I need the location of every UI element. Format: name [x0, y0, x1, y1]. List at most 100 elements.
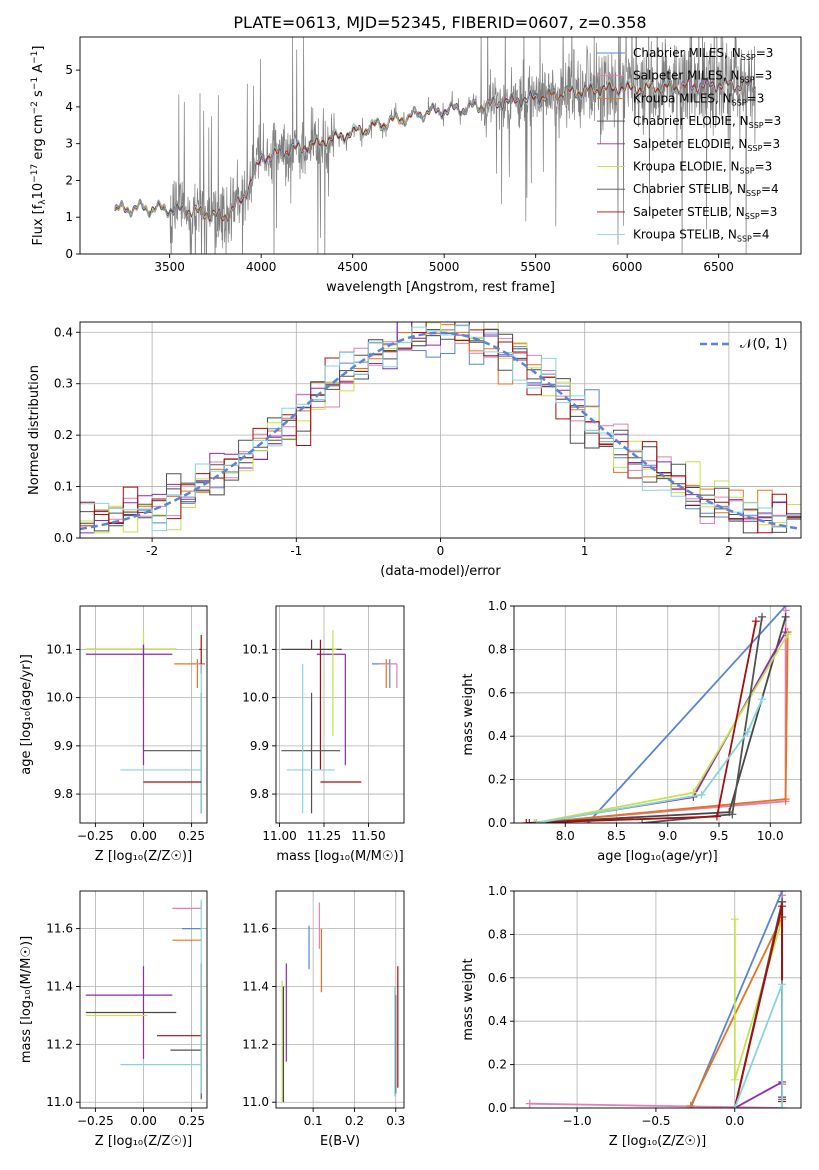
plot-area	[281, 902, 399, 1103]
legend-entry: Chabrier ELODIE, NSSP=3	[633, 114, 781, 130]
normal-reference-curve	[80, 331, 799, 531]
x-tick-label: 3500	[154, 260, 185, 274]
x-tick-label: 0.3	[386, 1114, 405, 1128]
legend-entry: Kroupa STELIB, NSSP=4	[633, 228, 770, 244]
y-axis-label: mass [log₁₀(M/M☉)]	[19, 936, 34, 1063]
y-tick-label: 0.4	[488, 1014, 507, 1028]
histogram-salpeter-stelib	[80, 322, 801, 534]
plot-area	[525, 891, 787, 1108]
x-tick-label: 5000	[429, 260, 460, 274]
series-marker	[778, 902, 787, 911]
spectrum-legend: Chabrier MILES, NSSP=3 Salpeter MILES, NS…	[597, 46, 781, 244]
x-tick-label: 11.50	[351, 829, 385, 843]
series-marker	[525, 1099, 534, 1108]
x-axis-label: (data-model)/error	[380, 564, 501, 579]
plot-area	[522, 606, 792, 823]
y-axis-label: mass weight	[461, 673, 476, 755]
y-tick-label: 11.4	[46, 979, 73, 993]
figure-title: PLATE=0613, MJD=52345, FIBERID=0607, z=0…	[233, 13, 646, 32]
series-line-chabrier-miles	[689, 891, 783, 1108]
x-tick-label: 9.0	[658, 829, 677, 843]
series-marker	[522, 819, 531, 823]
x-tick-label: 0.1	[304, 1114, 323, 1128]
y-tick-label: 10.0	[46, 691, 73, 705]
series-marker	[525, 819, 534, 823]
y-tick-label: 10.0	[242, 691, 269, 705]
y-tick-label: 10.1	[46, 642, 73, 656]
panel-age_vs_mass: 11.00 11.25 11.50 9.8 9.9 10.0 10.1 mass [log₁₀…	[242, 605, 405, 864]
y-tick-label: 11.0	[242, 1095, 269, 1109]
series-marker	[783, 630, 792, 639]
y-tick-label: 11.6	[242, 922, 269, 936]
legend-entry: Salpeter MILES, NSSP=3	[633, 69, 772, 85]
y-axis-label: mass weight	[461, 958, 476, 1040]
x-tick-label: 4500	[337, 260, 368, 274]
y-tick-label: 0.8	[488, 927, 507, 941]
y-tick-label: 3	[65, 137, 73, 151]
x-tick-label: 6000	[612, 260, 643, 274]
x-tick-label: 0.00	[130, 829, 157, 843]
series-marker	[730, 915, 739, 924]
y-tick-label: 1	[65, 210, 73, 224]
y-tick-label: 0.8	[488, 642, 507, 656]
y-tick-label: 0.4	[54, 325, 73, 339]
series-marker	[758, 612, 767, 621]
y-tick-label: 0.6	[488, 971, 507, 985]
x-tick-label: −0.25	[77, 829, 114, 843]
y-tick-label: 0.6	[488, 686, 507, 700]
y-tick-label: 1.0	[488, 599, 507, 613]
x-tick-label: 1	[581, 544, 589, 558]
series-marker	[751, 617, 760, 626]
panel-massweight_vs_Z: −1.0 −0.5 0.0 0.0 0.2 0.4 0.6 0.8 1.0 Z [log₁₀(Z/…	[461, 884, 802, 1149]
series-marker	[730, 1075, 739, 1084]
y-tick-label: 0.1	[54, 480, 73, 494]
histogram-kroupa-elodie	[80, 322, 801, 534]
y-tick-label: 9.8	[250, 787, 269, 801]
series-marker	[530, 819, 539, 823]
histogram-salpeter-miles	[80, 322, 801, 527]
y-tick-label: 1.0	[488, 884, 507, 898]
legend-entry: Kroupa MILES, NSSP=3	[633, 91, 764, 107]
panel-residuals: -2 -1 0 1 2 0.0 0.1 0.2 0.3 0.4 (data-model)/error…	[27, 321, 802, 579]
legend-entry: Salpeter STELIB, NSSP=3	[633, 205, 777, 221]
x-axis-label: mass [log₁₀(M/M☉)]	[276, 849, 403, 864]
series-marker	[778, 891, 787, 895]
legend-entry: Chabrier MILES, NSSP=3	[633, 46, 773, 62]
y-tick-label: 0.0	[488, 816, 507, 830]
series-line-kroupa-stelib	[536, 698, 763, 823]
y-tick-label: 2	[65, 173, 73, 187]
y-axis-label: Flux [fλ10−17 erg cm−2 s−1 A−1]	[30, 46, 48, 246]
series-marker	[728, 810, 737, 819]
x-tick-label: 8.5	[607, 829, 626, 843]
x-tick-label: −0.25	[77, 1114, 114, 1128]
y-tick-label: 4	[65, 100, 73, 114]
x-tick-label: 4000	[246, 260, 277, 274]
x-tick-label: −0.5	[641, 1114, 670, 1128]
y-tick-label: 0.2	[488, 773, 507, 787]
x-tick-label: 0.00	[130, 1114, 157, 1128]
legend-entry: Kroupa ELODIE, NSSP=3	[633, 160, 772, 176]
axes-frame	[275, 605, 405, 824]
y-tick-label: 11.2	[46, 1037, 73, 1051]
series-marker	[778, 980, 787, 989]
y-tick-label: 11.0	[46, 1095, 73, 1109]
x-tick-label: 0	[437, 544, 445, 558]
legend-entry: 𝒩(0, 1)	[740, 337, 787, 352]
x-tick-label: 6500	[703, 260, 734, 274]
x-axis-label: E(B-V)	[320, 1134, 360, 1149]
panel-massweight_vs_age: 8.0 8.5 9.0 9.5 10.0 0.0 0.2 0.4 0.6 0.8 1.0 age [l…	[461, 599, 802, 864]
legend-entry: Salpeter ELODIE, NSSP=3	[633, 137, 780, 153]
x-axis-label: wavelength [Angstrom, rest frame]	[326, 280, 555, 295]
y-tick-label: 0.3	[54, 377, 73, 391]
y-tick-label: 11.2	[242, 1037, 269, 1051]
y-axis-label: age [log₁₀(age/yr)]	[19, 654, 34, 775]
axes-frame	[513, 605, 802, 824]
observed-spectrum	[114, 37, 756, 254]
x-tick-label: 0.2	[345, 1114, 364, 1128]
x-axis-label: age [log₁₀(age/yr)]	[597, 849, 718, 864]
x-tick-label: −1.0	[563, 1114, 592, 1128]
series-marker	[778, 1104, 787, 1108]
x-tick-label: 0.25	[178, 829, 205, 843]
series-line-salpeter-stelib	[526, 621, 757, 823]
plot-area	[80, 322, 801, 534]
